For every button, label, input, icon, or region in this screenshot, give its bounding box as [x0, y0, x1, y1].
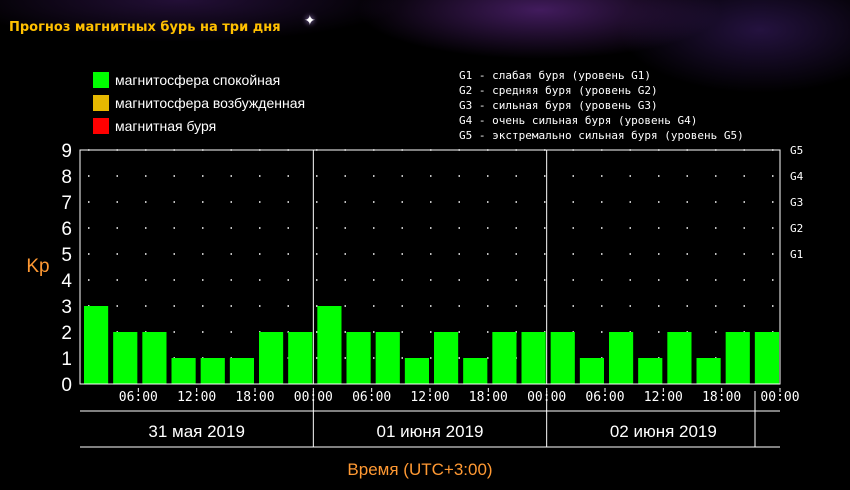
- storm-level-g2: G2 - средняя буря (уровень G2): [459, 84, 658, 97]
- kp-bar: [346, 332, 371, 384]
- y-axis-label: Kp: [26, 256, 49, 277]
- kp-bar: [288, 332, 313, 384]
- y-tick-label: 8: [61, 167, 72, 188]
- kp-bar: [404, 358, 429, 384]
- g-level-tick: G5: [790, 144, 803, 157]
- time-tick-label: 00:00: [760, 390, 799, 405]
- kp-bar: [259, 332, 284, 384]
- y-tick-label: 2: [61, 323, 72, 344]
- kp-bar: [579, 358, 604, 384]
- time-tick-label: 12:00: [644, 390, 683, 405]
- g-level-tick: G4: [790, 170, 804, 183]
- page-title: Прогноз магнитных бурь на три дня: [9, 20, 281, 35]
- kp-bar: [84, 306, 109, 384]
- kp-bar: [434, 332, 459, 384]
- day-label: 31 мая 2019: [148, 422, 245, 441]
- legend: магнитосфера спокойная магнитосфера возб…: [93, 68, 305, 137]
- time-tick-label: 12:00: [177, 390, 216, 405]
- storm-level-g1: G1 - слабая буря (уровень G1): [459, 69, 652, 82]
- legend-label-quiet: магнитосфера спокойная: [115, 71, 281, 88]
- legend-swatch-quiet: [93, 71, 109, 88]
- y-tick-label: 9: [61, 141, 72, 162]
- g-level-tick: G3: [790, 196, 803, 209]
- g-level-tick: G1: [790, 248, 803, 261]
- kp-bar: [667, 332, 692, 384]
- storm-level-g4: G4 - очень сильная буря (уровень G4): [459, 114, 698, 127]
- time-tick-label: 18:00: [702, 390, 741, 405]
- y-tick-label: 3: [61, 297, 72, 318]
- kp-bar: [142, 332, 167, 384]
- kp-bar: [229, 358, 254, 384]
- time-tick-label: 12:00: [410, 390, 449, 405]
- kp-bar: [754, 332, 779, 384]
- legend-swatch-excited: [93, 94, 109, 111]
- time-tick-label: 06:00: [119, 390, 158, 405]
- x-axis-label: Время (UTC+3:00): [347, 460, 492, 479]
- kp-bar: [725, 332, 750, 384]
- time-tick-label: 18:00: [235, 390, 274, 405]
- kp-bar: [317, 306, 342, 384]
- legend-item-quiet: магнитосфера спокойная: [93, 68, 305, 91]
- day-label: 02 июня 2019: [610, 422, 717, 441]
- legend-label-storm: магнитная буря: [115, 117, 217, 134]
- time-tick-label: 18:00: [469, 390, 508, 405]
- kp-bar: [521, 332, 546, 384]
- legend-swatch-storm: [93, 117, 109, 134]
- kp-bar: [463, 358, 488, 384]
- kp-bar: [638, 358, 663, 384]
- kp-bar: [171, 358, 196, 384]
- y-tick-label: 6: [61, 219, 72, 240]
- y-tick-label: 5: [61, 245, 72, 266]
- legend-label-excited: магнитосфера возбужденная: [115, 94, 306, 111]
- y-tick-label: 1: [61, 349, 72, 370]
- star-icon: ✦: [304, 13, 316, 29]
- y-tick-label: 7: [61, 193, 72, 214]
- legend-item-storm: магнитная буря: [93, 114, 305, 137]
- kp-bar: [550, 332, 575, 384]
- storm-level-legend: G1 - слабая буря (уровень G1) G2 - средн…: [459, 68, 744, 143]
- g-level-tick: G2: [790, 222, 803, 235]
- kp-bar: [696, 358, 721, 384]
- y-tick-label: 4: [61, 271, 72, 292]
- storm-level-g3: G3 - сильная буря (уровень G3): [459, 99, 658, 112]
- kp-bar: [492, 332, 517, 384]
- kp-bar: [200, 358, 225, 384]
- day-label: 01 июня 2019: [376, 422, 483, 441]
- time-tick-label: 06:00: [585, 390, 624, 405]
- kp-bar: [375, 332, 400, 384]
- y-tick-label: 0: [61, 375, 72, 396]
- legend-item-excited: магнитосфера возбужденная: [93, 91, 305, 114]
- kp-bar: [609, 332, 634, 384]
- kp-bar: [113, 332, 138, 384]
- storm-level-g5: G5 - экстремально сильная буря (уровень …: [459, 129, 744, 142]
- time-tick-label: 06:00: [352, 390, 391, 405]
